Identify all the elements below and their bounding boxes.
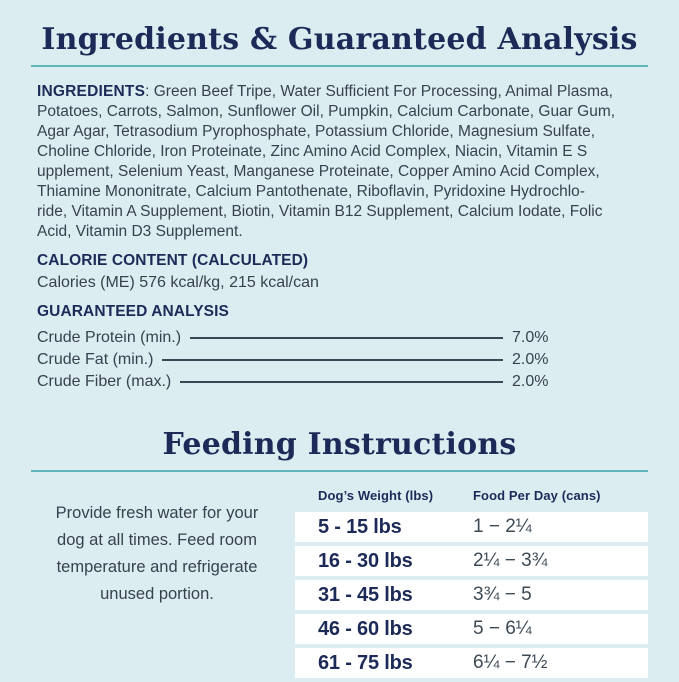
leader-line: [190, 337, 503, 339]
food-amount: 3¾ − 5: [473, 584, 532, 605]
feeding-instructions-body: Provide fresh water for your dog at all …: [31, 484, 648, 682]
ingredients-line: ride, Vitamin A Supplement, Biotin, Vita…: [37, 203, 603, 220]
title-divider: [31, 65, 648, 67]
analysis-row: Crude Fiber (max.) 2.0%: [37, 371, 648, 393]
ingredients-line: upplement, Selenium Yeast, Manganese Pro…: [37, 163, 600, 180]
weight-range: 61 - 75 lbs: [318, 651, 413, 674]
feeding-table-row: 16 - 30 lbs 2¼ − 3¾: [295, 546, 648, 576]
analysis-row-label: Crude Fiber (max.): [37, 373, 172, 390]
feeding-table-row: 61 - 75 lbs 6¼ − 7½: [295, 648, 648, 678]
analysis-row: Crude Protein (min.) 7.0%: [37, 327, 648, 349]
guaranteed-analysis-heading: GUARANTEED ANALYSIS: [37, 303, 229, 320]
analysis-row-value: 2.0%: [512, 373, 549, 390]
weight-range: 5 - 15 lbs: [318, 515, 402, 538]
analysis-row-value: 7.0%: [512, 329, 549, 346]
weight-range: 16 - 30 lbs: [318, 549, 413, 572]
weight-column-header: Dog’s Weight (lbs): [318, 488, 434, 503]
feeding-table-row: 5 - 15 lbs 1 − 2¼: [295, 512, 648, 542]
title-divider: [31, 470, 648, 472]
food-amount: 1 − 2¼: [473, 516, 532, 537]
ingredients-section-title: Ingredients & Guaranteed Analysis: [41, 22, 638, 57]
food-amount: 5 − 6¼: [473, 618, 532, 639]
weight-range: 46 - 60 lbs: [318, 617, 413, 640]
ingredients-label: INGREDIENTS: [37, 83, 146, 100]
feeding-section-title: Feeding Instructions: [162, 427, 517, 462]
ingredients-line: Potatoes, Carrots, Salmon, Sunflower Oil…: [37, 103, 616, 120]
ingredients-line: Acid, Vitamin D3 Supplement.: [37, 223, 243, 240]
analysis-row: Crude Fat (min.) 2.0%: [37, 349, 648, 371]
analysis-row-label: Crude Protein (min.): [37, 329, 182, 346]
ingredients-line: Choline Chloride, Iron Proteinate, Zinc …: [37, 143, 588, 160]
feeding-note: Provide fresh water for your dog at all …: [55, 504, 259, 603]
analysis-row-label: Crude Fat (min.): [37, 351, 154, 368]
leader-line: [180, 381, 503, 383]
feeding-table: Dog’s Weight (lbs) Food Per Day (cans) 5…: [295, 484, 648, 682]
feeding-table-header: Dog’s Weight (lbs) Food Per Day (cans): [295, 484, 648, 512]
calorie-content-value: Calories (ME) 576 kcal/kg, 215 kcal/can: [37, 274, 319, 291]
food-column-header: Food Per Day (cans): [473, 488, 601, 503]
ingredients-line-text: : Green Beef Tripe, Water Sufficient For…: [145, 83, 613, 100]
ingredients-line: Thiamine Mononitrate, Calcium Pantothena…: [37, 183, 585, 200]
calorie-content-heading: CALORIE CONTENT (CALCULATED): [37, 252, 309, 269]
analysis-row-value: 2.0%: [512, 351, 549, 368]
food-amount: 2¼ − 3¾: [473, 550, 548, 571]
weight-range: 31 - 45 lbs: [318, 583, 413, 606]
feeding-table-row: 31 - 45 lbs 3¾ − 5: [295, 580, 648, 610]
leader-line: [162, 359, 503, 361]
feeding-table-row: 46 - 60 lbs 5 − 6¼: [295, 614, 648, 644]
ingredients-line: Agar Agar, Tetrasodium Pyrophosphate, Po…: [37, 123, 596, 140]
ingredients-line: INGREDIENTS: Green Beef Tripe, Water Suf…: [37, 82, 648, 102]
guaranteed-analysis-table: Crude Protein (min.) 7.0% Crude Fat (min…: [37, 327, 648, 393]
ingredients-paragraph: INGREDIENTS: Green Beef Tripe, Water Suf…: [37, 82, 648, 242]
food-amount: 6¼ − 7½: [473, 652, 548, 673]
